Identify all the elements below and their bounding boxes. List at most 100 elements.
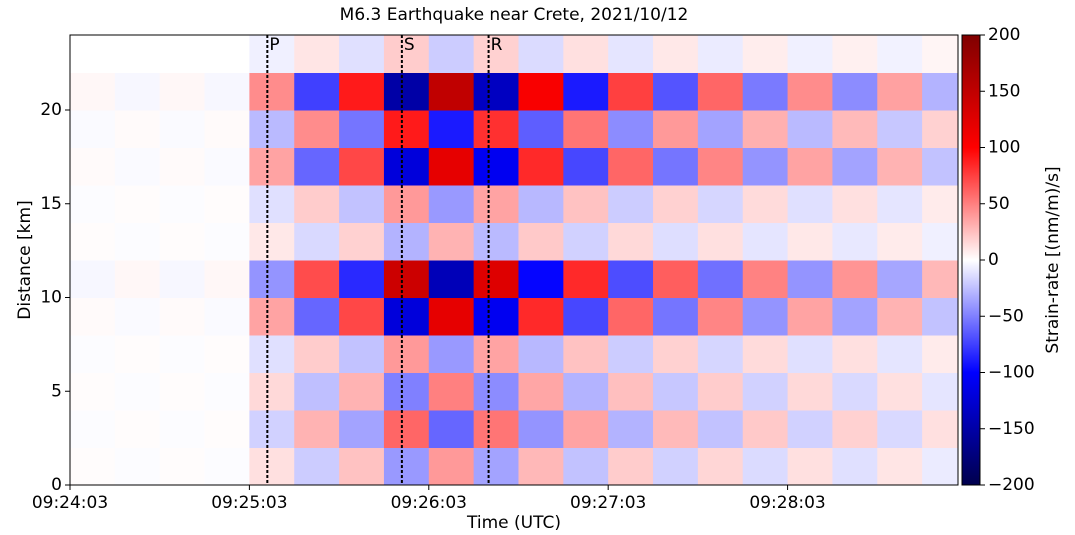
heatmap-cell <box>922 185 958 223</box>
heatmap-cell <box>160 335 205 373</box>
heatmap-cell <box>743 223 788 261</box>
heatmap-cell <box>698 335 743 373</box>
heatmap-cell <box>608 260 653 298</box>
heatmap-cell <box>160 410 205 448</box>
heatmap-cell <box>832 410 877 448</box>
heatmap-cell <box>474 260 519 298</box>
y-tick-label: 10 <box>40 288 62 308</box>
heatmap-cell <box>608 73 653 111</box>
heatmap-cell <box>384 73 429 111</box>
heatmap-cell <box>70 185 115 223</box>
heatmap-cell <box>788 73 833 111</box>
heatmap-cell <box>518 448 563 486</box>
heatmap-cell <box>339 110 384 148</box>
colorbar-tick-label: 150 <box>988 81 1020 101</box>
heatmap-cell <box>563 410 608 448</box>
heatmap-cell <box>608 110 653 148</box>
heatmap-cell <box>518 110 563 148</box>
heatmap-cell <box>743 148 788 186</box>
heatmap-cell <box>653 35 698 73</box>
heatmap-cell <box>518 335 563 373</box>
colorbar-tick-label: −200 <box>988 475 1035 495</box>
heatmap-cell <box>563 73 608 111</box>
heatmap-cell <box>788 410 833 448</box>
heatmap-cell <box>563 298 608 336</box>
heatmap-cell <box>294 335 339 373</box>
heatmap-cell <box>384 110 429 148</box>
heatmap-cell <box>788 260 833 298</box>
heatmap-cell <box>877 148 922 186</box>
heatmap-cell <box>249 298 294 336</box>
heatmap-cell <box>698 410 743 448</box>
heatmap-cell <box>160 148 205 186</box>
heatmap-cell <box>70 298 115 336</box>
heatmap-cell <box>160 185 205 223</box>
heatmap-cell <box>249 148 294 186</box>
heatmap-cell <box>518 298 563 336</box>
heatmap-cell <box>429 148 474 186</box>
heatmap-cell <box>249 185 294 223</box>
heatmap-cell <box>788 373 833 411</box>
heatmap-cell <box>922 448 958 486</box>
heatmap-cell <box>249 335 294 373</box>
heatmap-cell <box>788 223 833 261</box>
heatmap-cell <box>294 110 339 148</box>
heatmap-cell <box>563 448 608 486</box>
heatmap-cell <box>788 298 833 336</box>
heatmap-cell <box>922 110 958 148</box>
heatmap-cell <box>205 260 250 298</box>
heatmap-cell <box>249 373 294 411</box>
heatmap-cell <box>70 373 115 411</box>
heatmap-cell <box>429 335 474 373</box>
heatmap-cell <box>249 73 294 111</box>
heatmap-cell <box>70 73 115 111</box>
heatmap-cell <box>384 410 429 448</box>
heatmap-cell <box>70 223 115 261</box>
heatmap-cell <box>608 223 653 261</box>
heatmap-cell <box>70 35 115 73</box>
colorbar-tick-label: −100 <box>988 363 1035 383</box>
heatmap-cell <box>877 73 922 111</box>
heatmap-cell <box>339 260 384 298</box>
heatmap-cell <box>698 73 743 111</box>
heatmap-cell <box>608 448 653 486</box>
x-tick-label: 09:28:03 <box>749 493 825 513</box>
colorbar <box>962 35 980 485</box>
heatmap-cell <box>832 185 877 223</box>
heatmap-cell <box>653 73 698 111</box>
heatmap-cell <box>877 298 922 336</box>
heatmap-cell <box>429 223 474 261</box>
heatmap-cell <box>384 448 429 486</box>
heatmap-cell <box>518 260 563 298</box>
heatmap-cell <box>832 298 877 336</box>
heatmap-cell <box>339 223 384 261</box>
heatmap-cell <box>698 110 743 148</box>
heatmap-cell <box>339 373 384 411</box>
heatmap-cell <box>205 373 250 411</box>
heatmap-cell <box>698 373 743 411</box>
phase-label: S <box>404 35 415 55</box>
heatmap-cell <box>294 260 339 298</box>
heatmap-cell <box>832 335 877 373</box>
heatmap-cell <box>115 110 160 148</box>
heatmap-cell <box>294 373 339 411</box>
heatmap-cell <box>877 373 922 411</box>
heatmap-cell <box>294 298 339 336</box>
colorbar-tick-label: 200 <box>988 25 1020 45</box>
heatmap-cell <box>339 185 384 223</box>
heatmap-cell <box>205 148 250 186</box>
heatmap-cell <box>70 148 115 186</box>
heatmap-cell <box>653 223 698 261</box>
heatmap-cell <box>294 185 339 223</box>
heatmap-cell <box>922 260 958 298</box>
heatmap-cell <box>698 448 743 486</box>
heatmap-cell <box>698 298 743 336</box>
x-tick-label: 09:27:03 <box>570 493 646 513</box>
heatmap-cell <box>205 223 250 261</box>
heatmap-cell <box>922 35 958 73</box>
heatmap-cell <box>160 223 205 261</box>
heatmap-cell <box>922 223 958 261</box>
heatmap-cell <box>743 185 788 223</box>
phase-label: R <box>491 35 503 55</box>
heatmap-cell <box>384 223 429 261</box>
